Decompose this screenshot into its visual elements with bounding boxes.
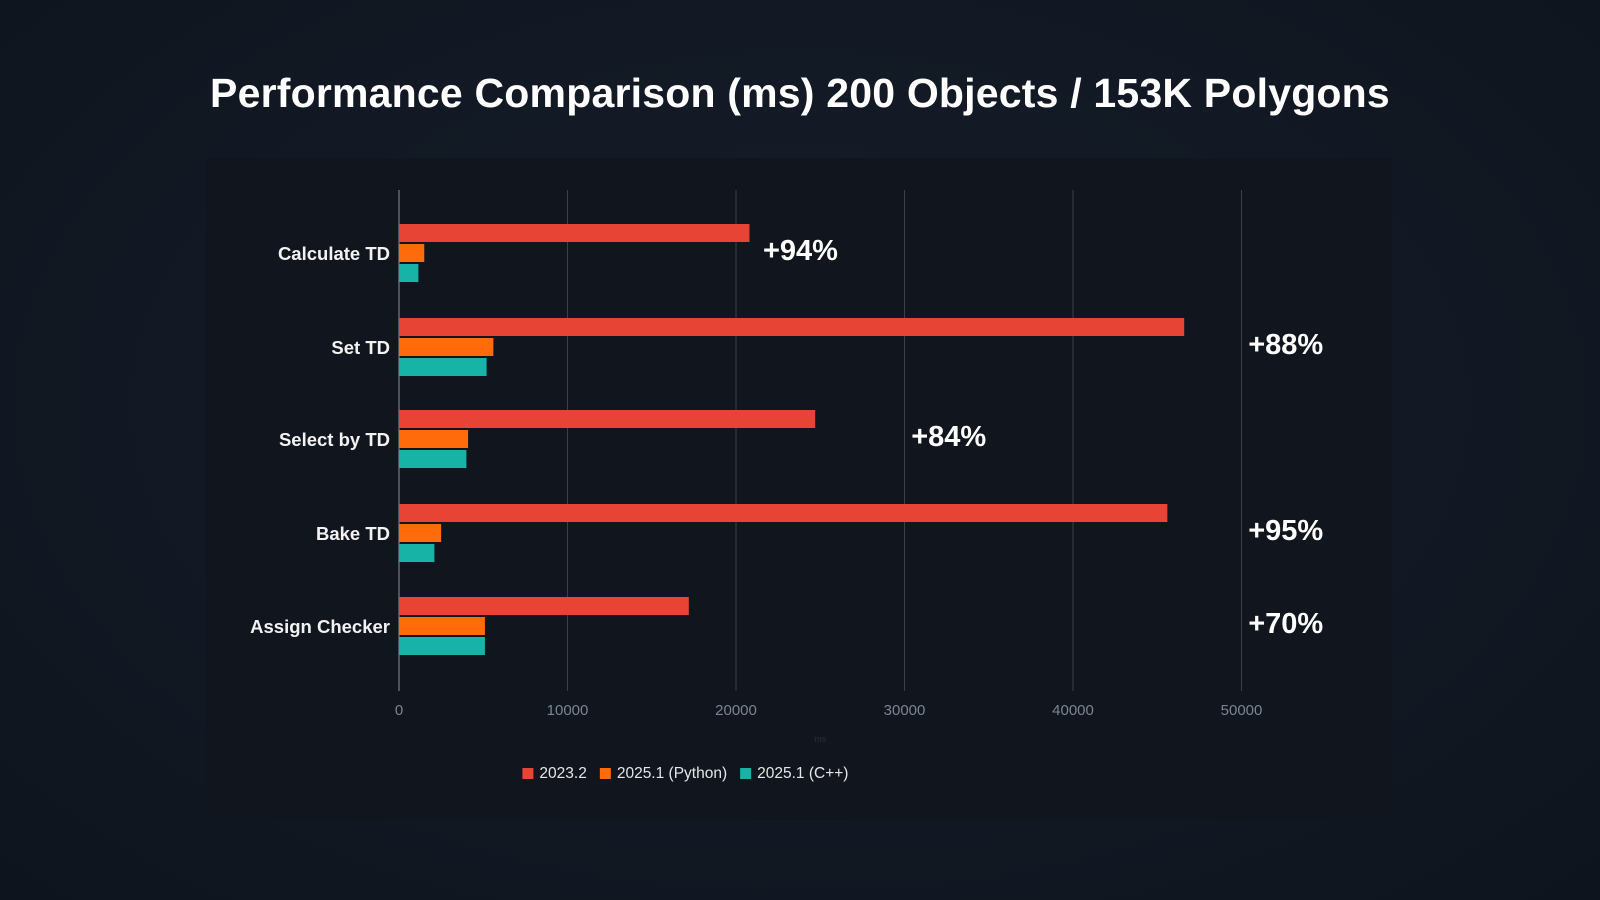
bar-3-series-2 xyxy=(399,544,435,562)
category-label-0: Calculate TD xyxy=(278,243,390,264)
category-label-2: Select by TD xyxy=(279,429,390,450)
legend-label-1: 2025.1 (Python) xyxy=(617,765,727,782)
bar-0-series-1 xyxy=(399,244,425,262)
category-label-3: Bake TD xyxy=(316,523,390,544)
bar-4-series-1 xyxy=(399,617,485,635)
improvement-label-0: +94% xyxy=(763,235,838,267)
bar-4-series-0 xyxy=(399,597,689,615)
bar-2-series-0 xyxy=(399,410,816,428)
x-tick-label-40000: 40000 xyxy=(1052,702,1094,719)
bar-3-series-0 xyxy=(399,504,1168,522)
x-tick-label-20000: 20000 xyxy=(715,702,757,719)
improvement-label-2: +84% xyxy=(911,421,986,453)
x-tick-label-0: 0 xyxy=(395,702,403,719)
legend: 2023.2 2025.1 (Python) 2025.1 (C++) xyxy=(522,765,848,782)
x-tick-label-50000: 50000 xyxy=(1221,702,1263,719)
category-label-4: Assign Checker xyxy=(250,616,390,637)
improvement-label-4: +70% xyxy=(1248,608,1323,640)
legend-swatch-0 xyxy=(522,768,534,779)
bar-chart: 0 10000 20000 30000 40000 50000 ms Calculate TD… xyxy=(250,190,1323,782)
bar-0-series-2 xyxy=(399,264,419,282)
x-tick-label-10000: 10000 xyxy=(547,702,589,719)
category-label-1: Set TD xyxy=(331,337,390,358)
legend-swatch-1 xyxy=(599,768,611,779)
improvement-label-1: +88% xyxy=(1248,329,1323,361)
x-axis-title: ms xyxy=(814,734,826,744)
improvement-label-3: +95% xyxy=(1248,515,1323,547)
bar-1-series-2 xyxy=(399,358,487,376)
bar-1-series-0 xyxy=(399,318,1185,336)
bar-4-series-2 xyxy=(399,637,485,655)
bar-0-series-0 xyxy=(399,224,750,242)
x-tick-label-30000: 30000 xyxy=(884,702,926,719)
bar-2-series-2 xyxy=(399,450,467,468)
legend-label-2: 2025.1 (C++) xyxy=(757,765,848,782)
bar-3-series-1 xyxy=(399,524,442,542)
chart-panel: 0 10000 20000 30000 40000 50000 ms Calculate TD… xyxy=(206,158,1392,820)
legend-swatch-2 xyxy=(740,768,752,779)
bar-1-series-1 xyxy=(399,338,494,356)
bar-2-series-1 xyxy=(399,430,469,448)
chart-title: Performance Comparison (ms) 200 Objects … xyxy=(210,70,1390,116)
legend-label-0: 2023.2 xyxy=(539,765,586,782)
